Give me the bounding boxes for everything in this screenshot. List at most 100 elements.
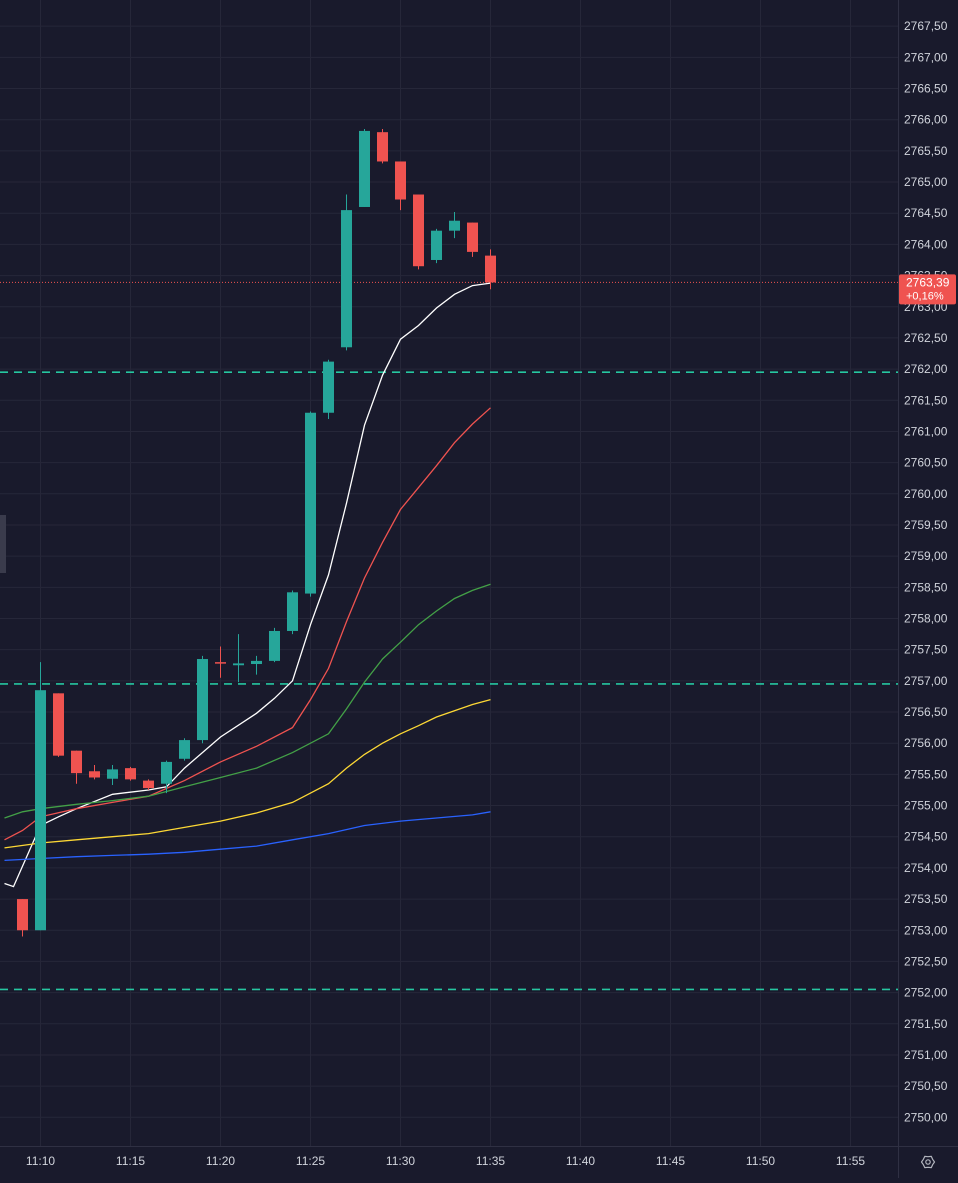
- time-axis-labels: 11:10 11:15 11:20 11:25 11:30 11:35 11:40 11:45…: [26, 1154, 865, 1168]
- candle[interactable]: [485, 249, 496, 290]
- candle-body: [125, 768, 136, 780]
- candle[interactable]: [287, 590, 298, 635]
- candle[interactable]: [359, 129, 370, 207]
- side-panel-handle[interactable]: [0, 515, 6, 573]
- candle[interactable]: [305, 411, 316, 597]
- price-tick-label: 2755,50: [904, 767, 948, 781]
- price-tick-label: 2754,50: [904, 830, 948, 844]
- time-axis[interactable]: [0, 1146, 958, 1178]
- price-tick-label: 2750,00: [904, 1110, 948, 1124]
- candle[interactable]: [431, 228, 442, 264]
- price-tick-label: 2754,00: [904, 861, 948, 875]
- moving-average-line: [4, 282, 491, 888]
- price-tick-label: 2753,00: [904, 923, 948, 937]
- horizontal-levels: [0, 371, 898, 991]
- candle-body: [197, 659, 208, 741]
- candle[interactable]: [215, 646, 226, 678]
- price-tick-label: 2755,00: [904, 799, 948, 813]
- price-tick-label: 2752,50: [904, 954, 948, 968]
- candle[interactable]: [89, 765, 100, 780]
- price-tick-label: 2753,50: [904, 892, 948, 906]
- candle-body: [413, 194, 424, 267]
- candle-body: [89, 771, 100, 778]
- candle[interactable]: [413, 194, 424, 270]
- grid: [0, 0, 898, 1146]
- candle[interactable]: [35, 662, 46, 931]
- candle-body: [305, 412, 316, 594]
- candle-body: [287, 592, 298, 631]
- candle-body: [53, 693, 64, 756]
- candle[interactable]: [17, 899, 28, 937]
- candle[interactable]: [143, 779, 154, 790]
- last-price-badge: 2763,39 +0,16%: [899, 274, 956, 305]
- candle[interactable]: [107, 765, 118, 785]
- moving-average-line: [4, 407, 491, 841]
- candle-body: [467, 222, 478, 252]
- price-tick-label: 2764,00: [904, 237, 948, 251]
- price-tick-label: 2759,50: [904, 518, 948, 532]
- price-tick-label: 2765,50: [904, 144, 948, 158]
- price-tick-label: 2765,00: [904, 175, 948, 189]
- candle[interactable]: [323, 359, 334, 419]
- time-tick-label: 11:50: [746, 1154, 775, 1168]
- price-tick-label: 2767,50: [904, 19, 948, 33]
- price-tick-label: 2752,00: [904, 986, 948, 1000]
- price-tick-label: 2751,00: [904, 1048, 948, 1062]
- gear-icon[interactable]: [920, 1155, 936, 1169]
- price-tick-label: 2759,00: [904, 549, 948, 563]
- candle-body: [323, 361, 334, 413]
- candle[interactable]: [125, 766, 136, 781]
- last-price-change: +0,16%: [906, 290, 944, 302]
- candle-body: [71, 750, 82, 774]
- candle-body: [341, 210, 352, 348]
- time-tick-label: 11:40: [566, 1154, 595, 1168]
- candle-body: [107, 769, 118, 779]
- time-tick-label: 11:25: [296, 1154, 325, 1168]
- candle[interactable]: [53, 693, 64, 757]
- price-tick-label: 2756,50: [904, 705, 948, 719]
- candles[interactable]: [17, 129, 496, 937]
- price-tick-label: 2762,50: [904, 331, 948, 345]
- price-tick-label: 2758,50: [904, 580, 948, 594]
- candle[interactable]: [341, 194, 352, 351]
- price-tick-label: 2761,00: [904, 424, 948, 438]
- candle[interactable]: [377, 129, 388, 164]
- price-tick-label: 2764,50: [904, 206, 948, 220]
- candle[interactable]: [71, 750, 82, 784]
- time-tick-label: 11:35: [476, 1154, 505, 1168]
- candle-body: [251, 660, 262, 665]
- candle[interactable]: [233, 634, 244, 683]
- moving-average-line: [4, 583, 491, 819]
- candle-body: [359, 130, 370, 207]
- candle[interactable]: [467, 222, 478, 257]
- candle[interactable]: [161, 760, 172, 794]
- candle-body: [269, 630, 280, 661]
- price-tick-label: 2757,50: [904, 643, 948, 657]
- moving-averages: [4, 282, 491, 888]
- candle-body: [377, 132, 388, 162]
- gear-outline: [920, 1155, 936, 1169]
- price-axis[interactable]: [898, 0, 958, 1178]
- candle[interactable]: [449, 211, 460, 239]
- candle-body: [35, 690, 46, 931]
- candle[interactable]: [251, 655, 262, 675]
- moving-average-line: [4, 811, 491, 862]
- price-tick-label: 2760,00: [904, 487, 948, 501]
- candle-body: [233, 663, 244, 666]
- price-tick-label: 2758,00: [904, 612, 948, 626]
- candle[interactable]: [269, 627, 280, 663]
- candle[interactable]: [197, 655, 208, 744]
- candle[interactable]: [395, 161, 406, 211]
- candle-body: [143, 780, 154, 789]
- time-tick-label: 11:20: [206, 1154, 235, 1168]
- candle-body: [485, 255, 496, 283]
- candle-body: [161, 761, 172, 784]
- candle[interactable]: [179, 738, 190, 761]
- price-tick-label: 2761,50: [904, 393, 948, 407]
- time-tick-label: 11:30: [386, 1154, 415, 1168]
- time-tick-label: 11:45: [656, 1154, 685, 1168]
- last-price-badge-bg: [899, 274, 956, 305]
- candle-body: [395, 161, 406, 200]
